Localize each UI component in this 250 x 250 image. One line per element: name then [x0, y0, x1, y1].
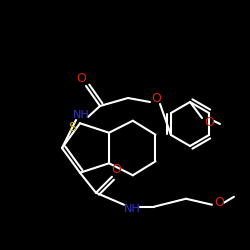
Text: NH: NH	[124, 204, 140, 214]
Text: O: O	[204, 116, 214, 130]
Text: O: O	[151, 92, 161, 104]
Text: NH: NH	[72, 110, 90, 120]
Text: O: O	[76, 72, 86, 86]
Text: O: O	[111, 163, 121, 176]
Text: O: O	[214, 196, 224, 209]
Text: S: S	[68, 121, 76, 134]
